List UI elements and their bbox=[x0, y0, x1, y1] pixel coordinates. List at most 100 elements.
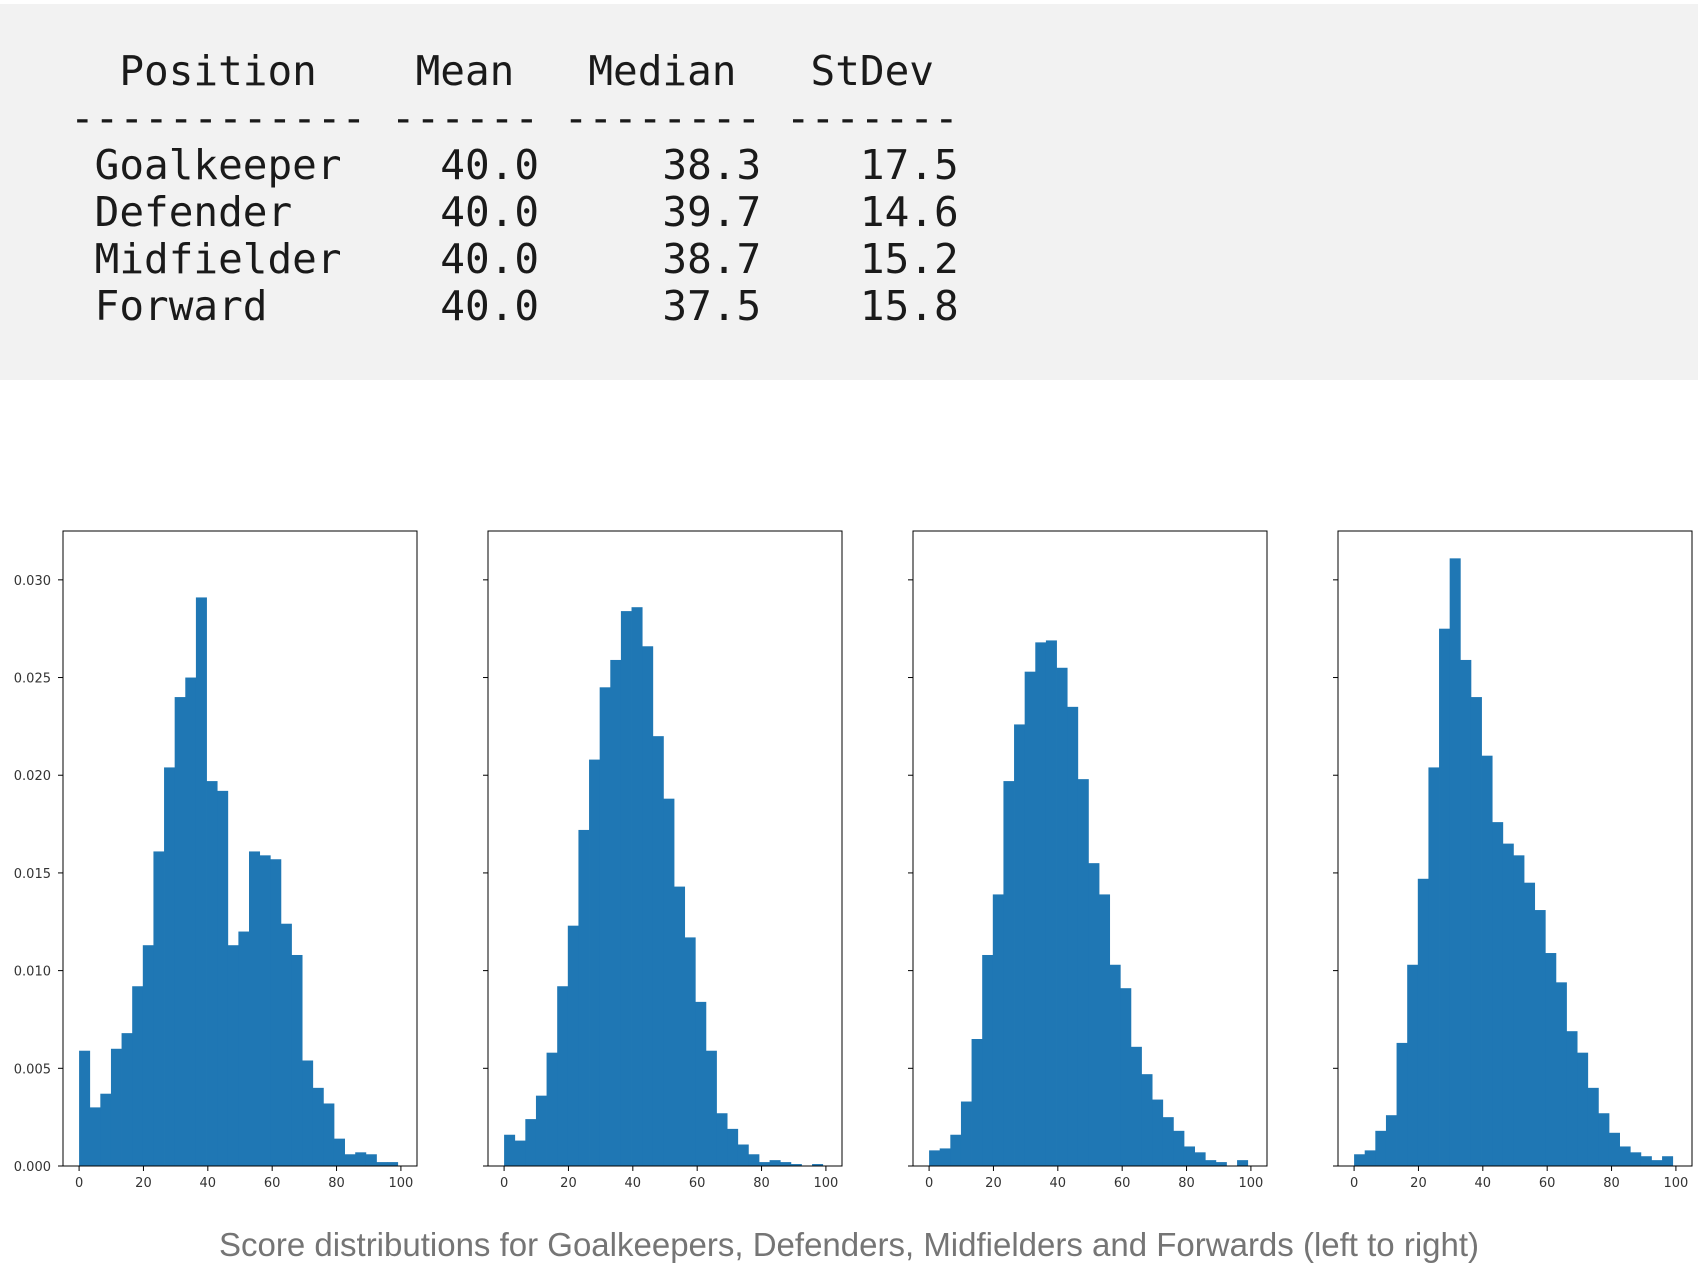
histogram-bar bbox=[535, 1095, 547, 1166]
histogram-bar bbox=[663, 798, 675, 1166]
histogram-bar bbox=[1470, 697, 1482, 1166]
histogram-bar bbox=[1205, 1160, 1217, 1166]
histogram-bar bbox=[1109, 964, 1121, 1166]
histogram-bar bbox=[769, 1160, 781, 1166]
histogram-bar bbox=[929, 1150, 941, 1166]
histogram-bar bbox=[1056, 667, 1068, 1166]
histogram-bar bbox=[546, 1052, 558, 1166]
histogram-bar bbox=[1492, 822, 1504, 1166]
histogram-bar bbox=[1141, 1074, 1153, 1166]
histogram-bar bbox=[567, 925, 579, 1166]
histogram-bar bbox=[1045, 640, 1057, 1166]
histogram-bar bbox=[1152, 1099, 1164, 1166]
histogram-bar bbox=[227, 945, 239, 1166]
histogram-panel-4: 0 20 40 60 80 100 bbox=[1333, 530, 1693, 1191]
histogram-bar bbox=[1130, 1046, 1142, 1166]
histogram-bar bbox=[344, 1154, 356, 1166]
histogram-bar bbox=[642, 646, 654, 1166]
y-tick-label: 0.000 bbox=[14, 1160, 51, 1175]
histogram-bar bbox=[1088, 863, 1100, 1166]
histogram-bar bbox=[1534, 910, 1546, 1166]
histogram-bar bbox=[1545, 953, 1557, 1166]
x-tick-label: 80 bbox=[1603, 1176, 1620, 1191]
axes-frame bbox=[1337, 530, 1693, 1167]
histogram-bar bbox=[121, 1033, 133, 1166]
histogram-bar bbox=[1183, 1146, 1195, 1166]
histogram-bar bbox=[1460, 659, 1472, 1166]
histogram-bar bbox=[259, 855, 271, 1166]
x-tick-label: 20 bbox=[985, 1176, 1002, 1191]
histogram-bar bbox=[950, 1134, 962, 1166]
x-tick-label: 40 bbox=[1050, 1176, 1067, 1191]
histogram-bar bbox=[333, 1138, 345, 1166]
x-tick-label: 60 bbox=[1539, 1176, 1556, 1191]
x-tick-label: 0 bbox=[75, 1176, 83, 1191]
histogram-bar bbox=[100, 1093, 112, 1166]
histogram-bar bbox=[79, 1050, 91, 1166]
histogram-bar bbox=[504, 1134, 516, 1166]
histogram-bar bbox=[206, 781, 218, 1166]
x-tick-label: 80 bbox=[328, 1176, 345, 1191]
x-tick-label: 100 bbox=[388, 1176, 413, 1191]
histogram-bar bbox=[302, 1060, 314, 1166]
histogram-bar bbox=[1428, 767, 1440, 1166]
x-tick-label: 40 bbox=[1475, 1176, 1492, 1191]
histogram-bar bbox=[1577, 1052, 1589, 1166]
histogram-bar bbox=[1524, 882, 1536, 1166]
histogram-panel-1: 0 20 40 60 80 100 0.000 0.005 0.010 0.015 0.020 0.0… bbox=[14, 530, 418, 1191]
histogram-bar bbox=[1162, 1117, 1174, 1166]
y-tick-label: 0.015 bbox=[14, 867, 51, 882]
y-tick-label: 0.010 bbox=[14, 965, 51, 980]
histogram-bar bbox=[376, 1162, 388, 1166]
histogram-bar bbox=[727, 1128, 739, 1166]
histogram-bar bbox=[1608, 1132, 1620, 1166]
x-tick-label: 20 bbox=[1410, 1176, 1427, 1191]
stats-table-code-block: Position Mean Median StDev ------------ … bbox=[0, 4, 1698, 380]
histogram-bar bbox=[610, 659, 622, 1166]
histogram-bar bbox=[578, 829, 590, 1166]
histogram-bar bbox=[110, 1048, 122, 1166]
histogram-bar bbox=[1173, 1130, 1185, 1166]
histogram-bar bbox=[1555, 982, 1567, 1166]
histogram-bar bbox=[291, 954, 303, 1166]
histogram-bar bbox=[1354, 1154, 1366, 1166]
x-tick-label: 20 bbox=[135, 1176, 152, 1191]
histogram-bar bbox=[780, 1162, 792, 1166]
x-tick-label: 100 bbox=[1238, 1176, 1263, 1191]
histogram-bar bbox=[164, 767, 176, 1166]
histogram-bar bbox=[195, 597, 207, 1166]
histogram-bar bbox=[1662, 1156, 1674, 1166]
histogram-bar bbox=[1099, 894, 1111, 1166]
x-tick-label: 60 bbox=[689, 1176, 706, 1191]
histogram-bar bbox=[312, 1087, 324, 1166]
x-tick-label: 0 bbox=[1350, 1176, 1358, 1191]
histogram-bar bbox=[1407, 964, 1419, 1166]
histogram-bar bbox=[992, 894, 1004, 1166]
histogram-bar bbox=[323, 1103, 335, 1166]
x-tick-label: 40 bbox=[625, 1176, 642, 1191]
histogram-bar bbox=[238, 931, 250, 1166]
histogram-bar bbox=[960, 1101, 972, 1166]
y-tick-label: 0.005 bbox=[14, 1062, 51, 1077]
histogram-bar bbox=[748, 1154, 760, 1166]
histogram-bar bbox=[1120, 988, 1132, 1166]
histogram-bar bbox=[1449, 558, 1461, 1166]
axes-frame bbox=[62, 530, 418, 1167]
histogram-bar bbox=[1024, 671, 1036, 1166]
histogram-bar bbox=[652, 736, 664, 1166]
histogram-bar bbox=[557, 986, 569, 1166]
histogram-bar bbox=[1014, 724, 1026, 1166]
histogram-bar bbox=[249, 851, 261, 1166]
histogram-bar bbox=[1598, 1113, 1610, 1166]
histogram-bar bbox=[674, 886, 686, 1166]
histogram-bar bbox=[812, 1164, 824, 1166]
histogram-bar bbox=[1566, 1031, 1578, 1166]
histogram-bar bbox=[1077, 779, 1089, 1166]
x-tick-label: 100 bbox=[813, 1176, 838, 1191]
histogram-bar bbox=[387, 1162, 399, 1166]
histogram-bar bbox=[599, 687, 611, 1166]
histogram-bar bbox=[355, 1152, 367, 1166]
histogram-bar bbox=[737, 1144, 749, 1166]
x-tick-label: 100 bbox=[1663, 1176, 1688, 1191]
histogram-bar bbox=[153, 851, 165, 1166]
